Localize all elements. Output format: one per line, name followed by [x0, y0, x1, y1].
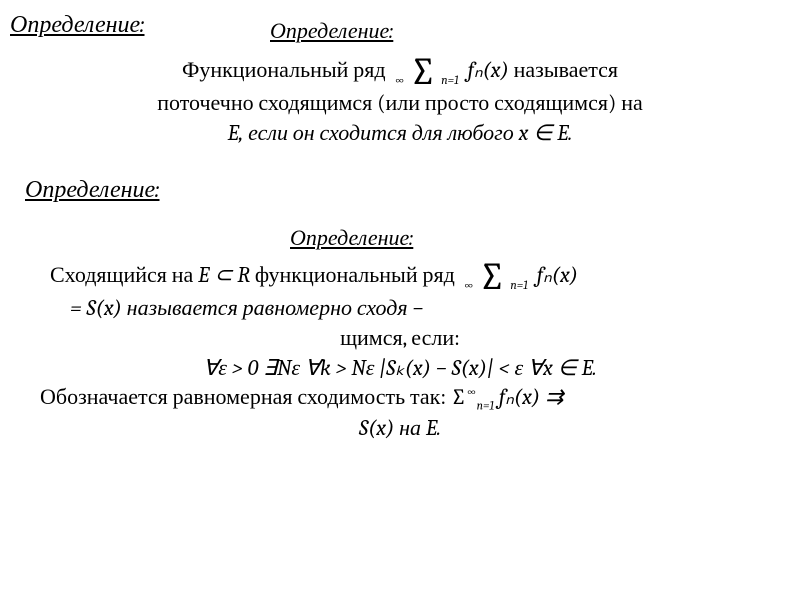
summation-symbol-2: ∞ ∑ n=1 [464, 260, 528, 294]
slide-page: Определение: Определение: Функциональный… [0, 0, 800, 600]
definition-body-2: Сходящийся на E ⊂ R функциональный ряд ∞… [20, 260, 780, 444]
line-3b: x ∈ E. [519, 120, 573, 146]
inline-sup: ∞ [466, 385, 476, 399]
sum-sigma: ∑ [410, 50, 437, 94]
b2-l1b: E ⊂ R [198, 262, 250, 288]
summation-symbol-1: ∞ ∑ n=1 [394, 55, 458, 89]
inline-sigma: ∑ [451, 384, 467, 410]
fn-term-1: fₙ(x) [468, 57, 509, 83]
inline-sub: n=1 [477, 399, 494, 413]
b2-l2: = S(x) называется равномерно сходя − [20, 294, 780, 324]
b2-l5a: Обозначается равномерная сходимость так: [40, 384, 451, 410]
definition-label-2: Определение: [270, 18, 393, 44]
b2-l4: ∀ε > 0 ∃Nε ∀k > Nε |Sₖ(x) − S(x)| < ε ∀x… [20, 354, 780, 384]
sum2-sigma: ∑ [479, 255, 506, 299]
b2-l3: щимся, если: [20, 324, 780, 354]
definition-label-3: Определение: [25, 175, 160, 204]
inline-summation: ∑∞n=1 [451, 384, 499, 410]
sum-bot: n=1 [441, 73, 458, 87]
definition-label-1: Определение: [10, 10, 145, 39]
line-2: поточечно сходящимся (или просто сходящи… [20, 89, 780, 119]
sum2-bot: n=1 [510, 278, 527, 292]
b2-l6: S(x) на E. [20, 414, 780, 444]
b2-l1c: функциональный ряд [250, 262, 460, 288]
sum2-top: ∞ [464, 278, 474, 292]
sum-top: ∞ [394, 73, 404, 87]
definition-body-1: Функциональный ряд ∞ ∑ n=1 fₙ(x) называе… [20, 55, 780, 149]
text-post: называется [514, 57, 618, 83]
fn-term-2: fₙ(x) [537, 262, 578, 288]
b2-l5fn: fₙ(x) ⇉ [499, 384, 563, 410]
text-pre: Функциональный ряд [182, 57, 386, 83]
b2-l1a: Сходящийся на [50, 262, 198, 288]
line-3a: E, если он сходится для любого [228, 120, 519, 146]
definition-label-4: Определение: [290, 225, 413, 251]
